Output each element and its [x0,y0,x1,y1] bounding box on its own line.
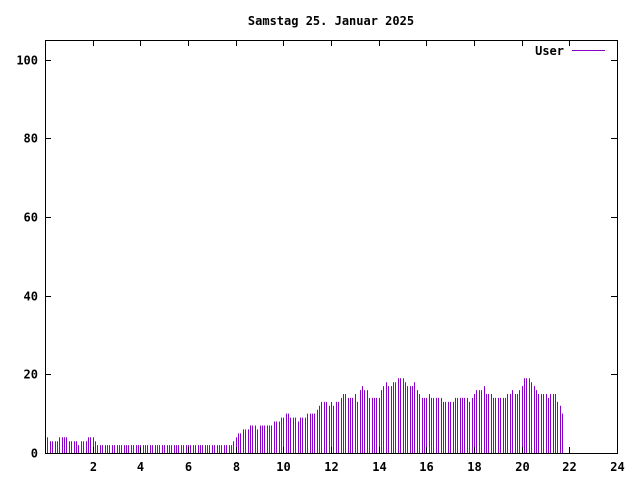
x-tick-label: 6 [185,460,192,474]
legend: User [535,44,605,58]
x-tick-label: 8 [233,460,240,474]
x-tick-label: 14 [372,460,386,474]
y-tick-label: 0 [31,447,38,461]
x-tick-label: 16 [419,460,433,474]
legend-label-user: User [535,44,564,58]
y-tick-label: 80 [24,132,38,146]
y-axis-tick-labels: 0 20 40 60 80 100 [16,54,38,461]
series-user-bars [45,378,563,453]
chart-title: Samstag 25. Januar 2025 [248,14,414,28]
x-tick-label: 10 [276,460,290,474]
x-tick-label: 22 [562,460,576,474]
x-axis-tick-labels: 2 4 6 8 10 12 14 16 18 20 22 24 [90,460,625,474]
x-tick-label: 18 [467,460,481,474]
axis-ticks [45,40,618,454]
y-tick-label: 20 [24,368,38,382]
x-tick-label: 24 [610,460,624,474]
x-tick-label: 20 [515,460,529,474]
x-tick-label: 12 [324,460,338,474]
x-tick-label: 2 [90,460,97,474]
x-tick-label: 4 [137,460,144,474]
y-tick-label: 40 [24,290,38,304]
y-tick-label: 60 [24,211,38,225]
y-tick-label: 100 [16,54,38,68]
